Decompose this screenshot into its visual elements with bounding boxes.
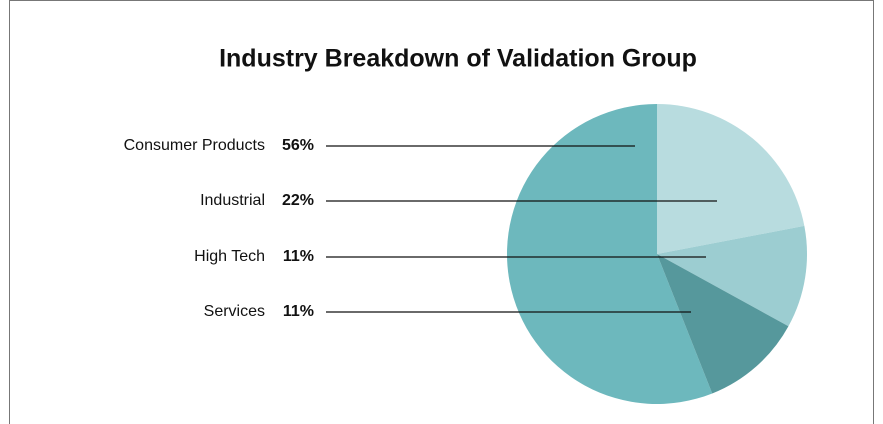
legend-label: Industrial bbox=[200, 192, 265, 209]
data-label: 22% bbox=[282, 192, 314, 209]
pie-slice bbox=[657, 254, 789, 394]
legend-label: Consumer Products bbox=[124, 137, 265, 154]
chart-title: Industry Breakdown of Validation Group bbox=[219, 45, 697, 73]
pie-slice bbox=[506, 104, 713, 405]
legend-label: Services bbox=[204, 303, 265, 320]
data-label: 11% bbox=[283, 303, 314, 320]
data-label: 11% bbox=[283, 248, 314, 265]
legend-label: High Tech bbox=[194, 248, 265, 265]
data-label: 56% bbox=[282, 137, 314, 154]
pie-slice bbox=[657, 104, 805, 254]
pie-slice bbox=[657, 225, 807, 327]
